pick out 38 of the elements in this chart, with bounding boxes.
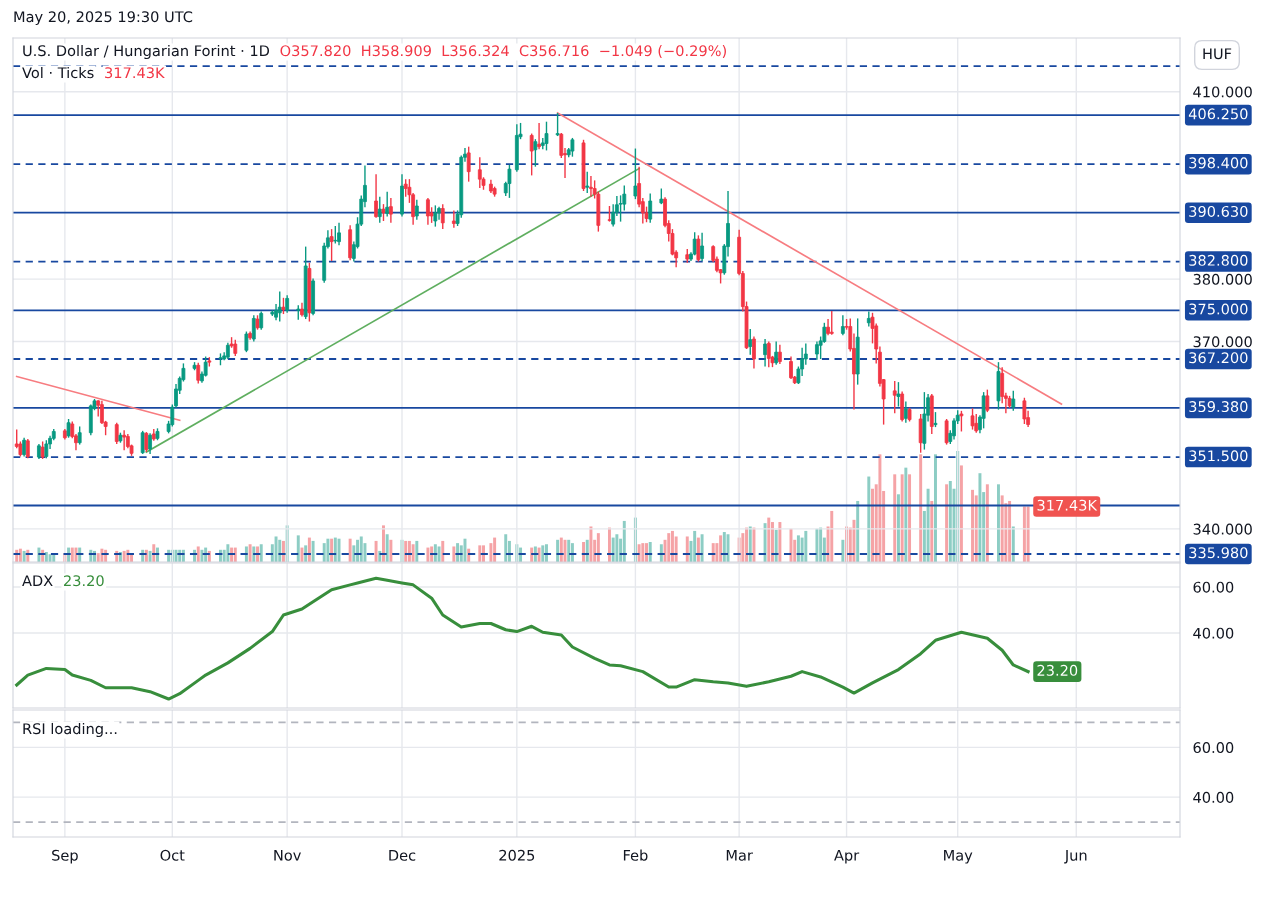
y-tick-label: 40.00 [1193, 791, 1234, 803]
ref-line-label: 367.200 [1189, 352, 1248, 364]
text: ADX [22, 575, 53, 587]
ref-line-label: 335.980 [1189, 547, 1248, 559]
x-tick-label: Apr [834, 849, 860, 864]
y-tick-label: 40.00 [1193, 627, 1234, 639]
x-tick-label: May [944, 849, 973, 864]
chart-title: Vol · Ticks [22, 66, 94, 79]
text: May 20, 2025 19:30 UTC [14, 11, 193, 26]
x-tick-label: Sep [52, 849, 78, 864]
ref-line-label: 398.400 [1189, 157, 1248, 169]
x-tick-label: Feb [623, 849, 648, 861]
chart-subtitle: O357.820 H358.909 L356.324 C356.716 −1.049 (−0.29%) [280, 44, 726, 58]
x-tick-label: Nov [274, 849, 301, 861]
y-tick-label: 410.000 [1193, 86, 1252, 98]
ref-line-label: 375.000 [1189, 303, 1248, 315]
ref-line-label: 359.380 [1189, 401, 1248, 413]
x-tick-label: Oct [160, 849, 185, 861]
y-tick-label: 380.000 [1193, 273, 1252, 285]
annotation: 23.20 [1037, 664, 1078, 676]
x-tick-label: Mar [726, 849, 753, 861]
y-tick-label: 370.000 [1193, 336, 1252, 348]
ref-line-label: 390.630 [1189, 205, 1248, 217]
x-tick-label: 2025 [499, 849, 535, 861]
annotation: 317.43K [1037, 499, 1098, 511]
ref-line-label: 351.500 [1189, 450, 1248, 462]
y-axis-title: HUF [1203, 48, 1232, 60]
chart-subtitle: 317.43K [105, 67, 165, 79]
x-tick-label: Dec [389, 849, 416, 861]
y-tick-label: 340.000 [1193, 523, 1252, 535]
chart-title: U.S. Dollar / Hungarian Forint · 1D [23, 44, 270, 60]
ref-line-label: 406.250 [1188, 108, 1248, 120]
ref-line-label: 382.800 [1189, 254, 1248, 266]
x-tick-label: Jun [1064, 849, 1087, 864]
y-tick-label: 60.00 [1193, 581, 1234, 593]
text: RSI loading... [23, 722, 117, 738]
text: 23.20 [63, 575, 104, 587]
y-tick-label: 60.00 [1193, 742, 1234, 754]
